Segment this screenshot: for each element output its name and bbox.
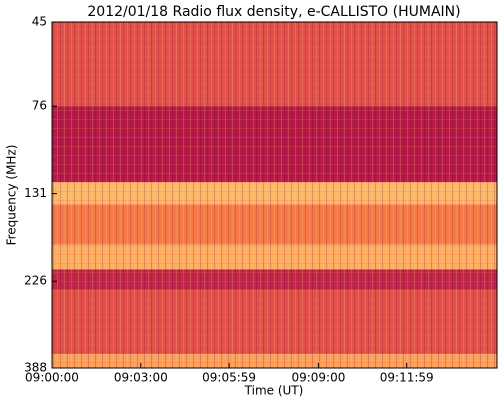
x-tick-label: 09:11:59	[380, 371, 434, 385]
x-tick-label: 09:05:59	[202, 371, 256, 385]
chart-title: 2012/01/18 Radio flux density, e-CALLIST…	[87, 4, 460, 20]
y-tick-label: 131	[24, 186, 47, 200]
y-tick-label: 226	[24, 274, 47, 288]
plot-frame	[51, 21, 498, 369]
x-tick-label: 09:09:00	[291, 371, 345, 385]
y-axis-label: Frequency (MHz)	[5, 145, 19, 246]
y-tick-label: 388	[24, 361, 47, 375]
y-tick-label: 45	[32, 15, 47, 29]
texture	[52, 22, 497, 368]
x-tick-label: 09:03:00	[114, 371, 168, 385]
x-axis-label: Time (UT)	[244, 384, 304, 398]
y-tick-label: 76	[32, 99, 47, 113]
x-tick-label: 09:00:00	[25, 371, 79, 385]
